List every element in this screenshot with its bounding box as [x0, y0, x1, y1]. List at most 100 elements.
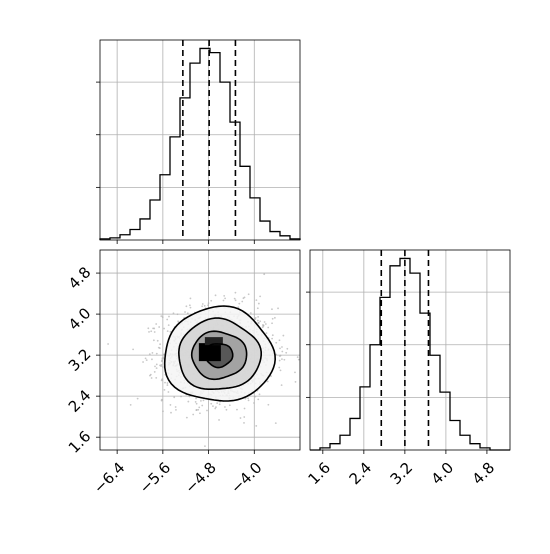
- scatter-point: [160, 399, 163, 402]
- scatter-point: [263, 273, 266, 276]
- scatter-point: [257, 315, 260, 318]
- scatter-point: [195, 402, 198, 405]
- density-core-top: [204, 337, 223, 346]
- scatter-point: [168, 315, 170, 318]
- density-core: [198, 343, 221, 362]
- scatter-point: [278, 366, 281, 369]
- scatter-point: [222, 299, 225, 302]
- scatter-point: [271, 317, 274, 320]
- scatter-point: [271, 322, 273, 325]
- scatter-point: [224, 297, 227, 300]
- scatter-point: [239, 417, 242, 419]
- density-ytick-label: 3.2: [65, 345, 95, 375]
- scatter-point: [174, 406, 177, 408]
- scatter-point: [274, 422, 277, 424]
- scatter-point: [136, 397, 139, 400]
- scatter-point: [195, 397, 197, 400]
- scatter-point: [166, 318, 169, 321]
- density-ytick-label: 2.4: [65, 386, 95, 416]
- scatter-point: [265, 332, 268, 335]
- scatter-point: [189, 297, 192, 300]
- scatter-point: [199, 412, 201, 415]
- scatter-point: [271, 308, 273, 311]
- scatter-point: [201, 305, 204, 308]
- scatter-point: [263, 321, 266, 323]
- hist-p2-xtick-label: 2.4: [346, 459, 376, 489]
- scatter-point: [244, 397, 247, 400]
- density-contour-2: [190, 330, 248, 381]
- scatter-point: [153, 371, 156, 373]
- density-contour-1: [177, 317, 262, 390]
- scatter-point: [200, 399, 202, 402]
- scatter-point: [294, 371, 296, 374]
- hist-p2-xtick-label: 4.0: [428, 459, 458, 489]
- scatter-point: [163, 327, 165, 330]
- scatter-point: [170, 411, 172, 414]
- scatter-point: [225, 408, 228, 411]
- scatter-point: [160, 379, 163, 382]
- scatter-point: [173, 396, 176, 399]
- density-contour-0: [163, 305, 277, 402]
- scatter-point: [149, 374, 151, 377]
- scatter-point: [236, 408, 238, 411]
- scatter-point: [169, 330, 172, 333]
- scatter-point: [280, 384, 283, 387]
- scatter-point: [166, 384, 169, 386]
- scatter-point: [158, 326, 161, 328]
- scatter-point: [160, 315, 163, 317]
- scatter-point: [259, 295, 262, 298]
- scatter-point: [184, 311, 186, 313]
- density-contour-3: [204, 343, 234, 369]
- scatter-point: [275, 341, 278, 344]
- scatter-point: [194, 401, 197, 403]
- scatter-point: [155, 376, 158, 379]
- scatter-point: [189, 306, 192, 309]
- scatter-point: [247, 397, 249, 400]
- hist-p2-xtick-label: 1.6: [305, 459, 335, 489]
- hist-p1-step: [99, 47, 301, 240]
- scatter-point: [195, 409, 198, 411]
- scatter-point: [285, 351, 288, 354]
- scatter-point: [266, 380, 269, 383]
- density-xtick-label: −4.0: [227, 459, 265, 497]
- scatter-point: [218, 403, 221, 406]
- scatter-point: [129, 403, 132, 406]
- scatter-point: [216, 402, 219, 405]
- scatter-point: [214, 294, 217, 297]
- scatter-point: [180, 395, 182, 398]
- scatter-point: [255, 425, 258, 427]
- scatter-point: [223, 294, 226, 297]
- scatter-point: [147, 327, 150, 330]
- hist-p1-frame: [99, 39, 301, 241]
- scatter-point: [214, 407, 217, 410]
- scatter-point: [256, 319, 259, 322]
- density-xtick-label: −5.6: [136, 459, 174, 497]
- scatter-point: [150, 330, 153, 333]
- scatter-point: [132, 348, 135, 351]
- scatter-point: [258, 393, 261, 396]
- scatter-point: [247, 293, 250, 296]
- scatter-point: [151, 351, 154, 354]
- scatter-point: [150, 377, 153, 379]
- scatter-point: [234, 291, 237, 294]
- scatter-point: [261, 326, 264, 329]
- scatter-point: [152, 339, 155, 342]
- scatter-point: [261, 324, 264, 326]
- density-ytick-label: 4.8: [65, 263, 95, 293]
- scatter-point: [207, 304, 209, 307]
- scatter-point: [142, 361, 144, 363]
- scatter-point: [228, 404, 231, 407]
- scatter-point: [207, 302, 210, 304]
- scatter-point: [267, 326, 270, 329]
- scatter-point: [161, 366, 164, 368]
- scatter-point: [286, 347, 289, 350]
- scatter-point: [270, 375, 272, 378]
- scatter-point: [253, 402, 255, 404]
- scatter-point: [237, 306, 240, 309]
- scatter-point: [257, 322, 260, 324]
- scatter-point: [281, 350, 284, 353]
- scatter-point: [283, 358, 286, 361]
- scatter-point: [281, 358, 283, 361]
